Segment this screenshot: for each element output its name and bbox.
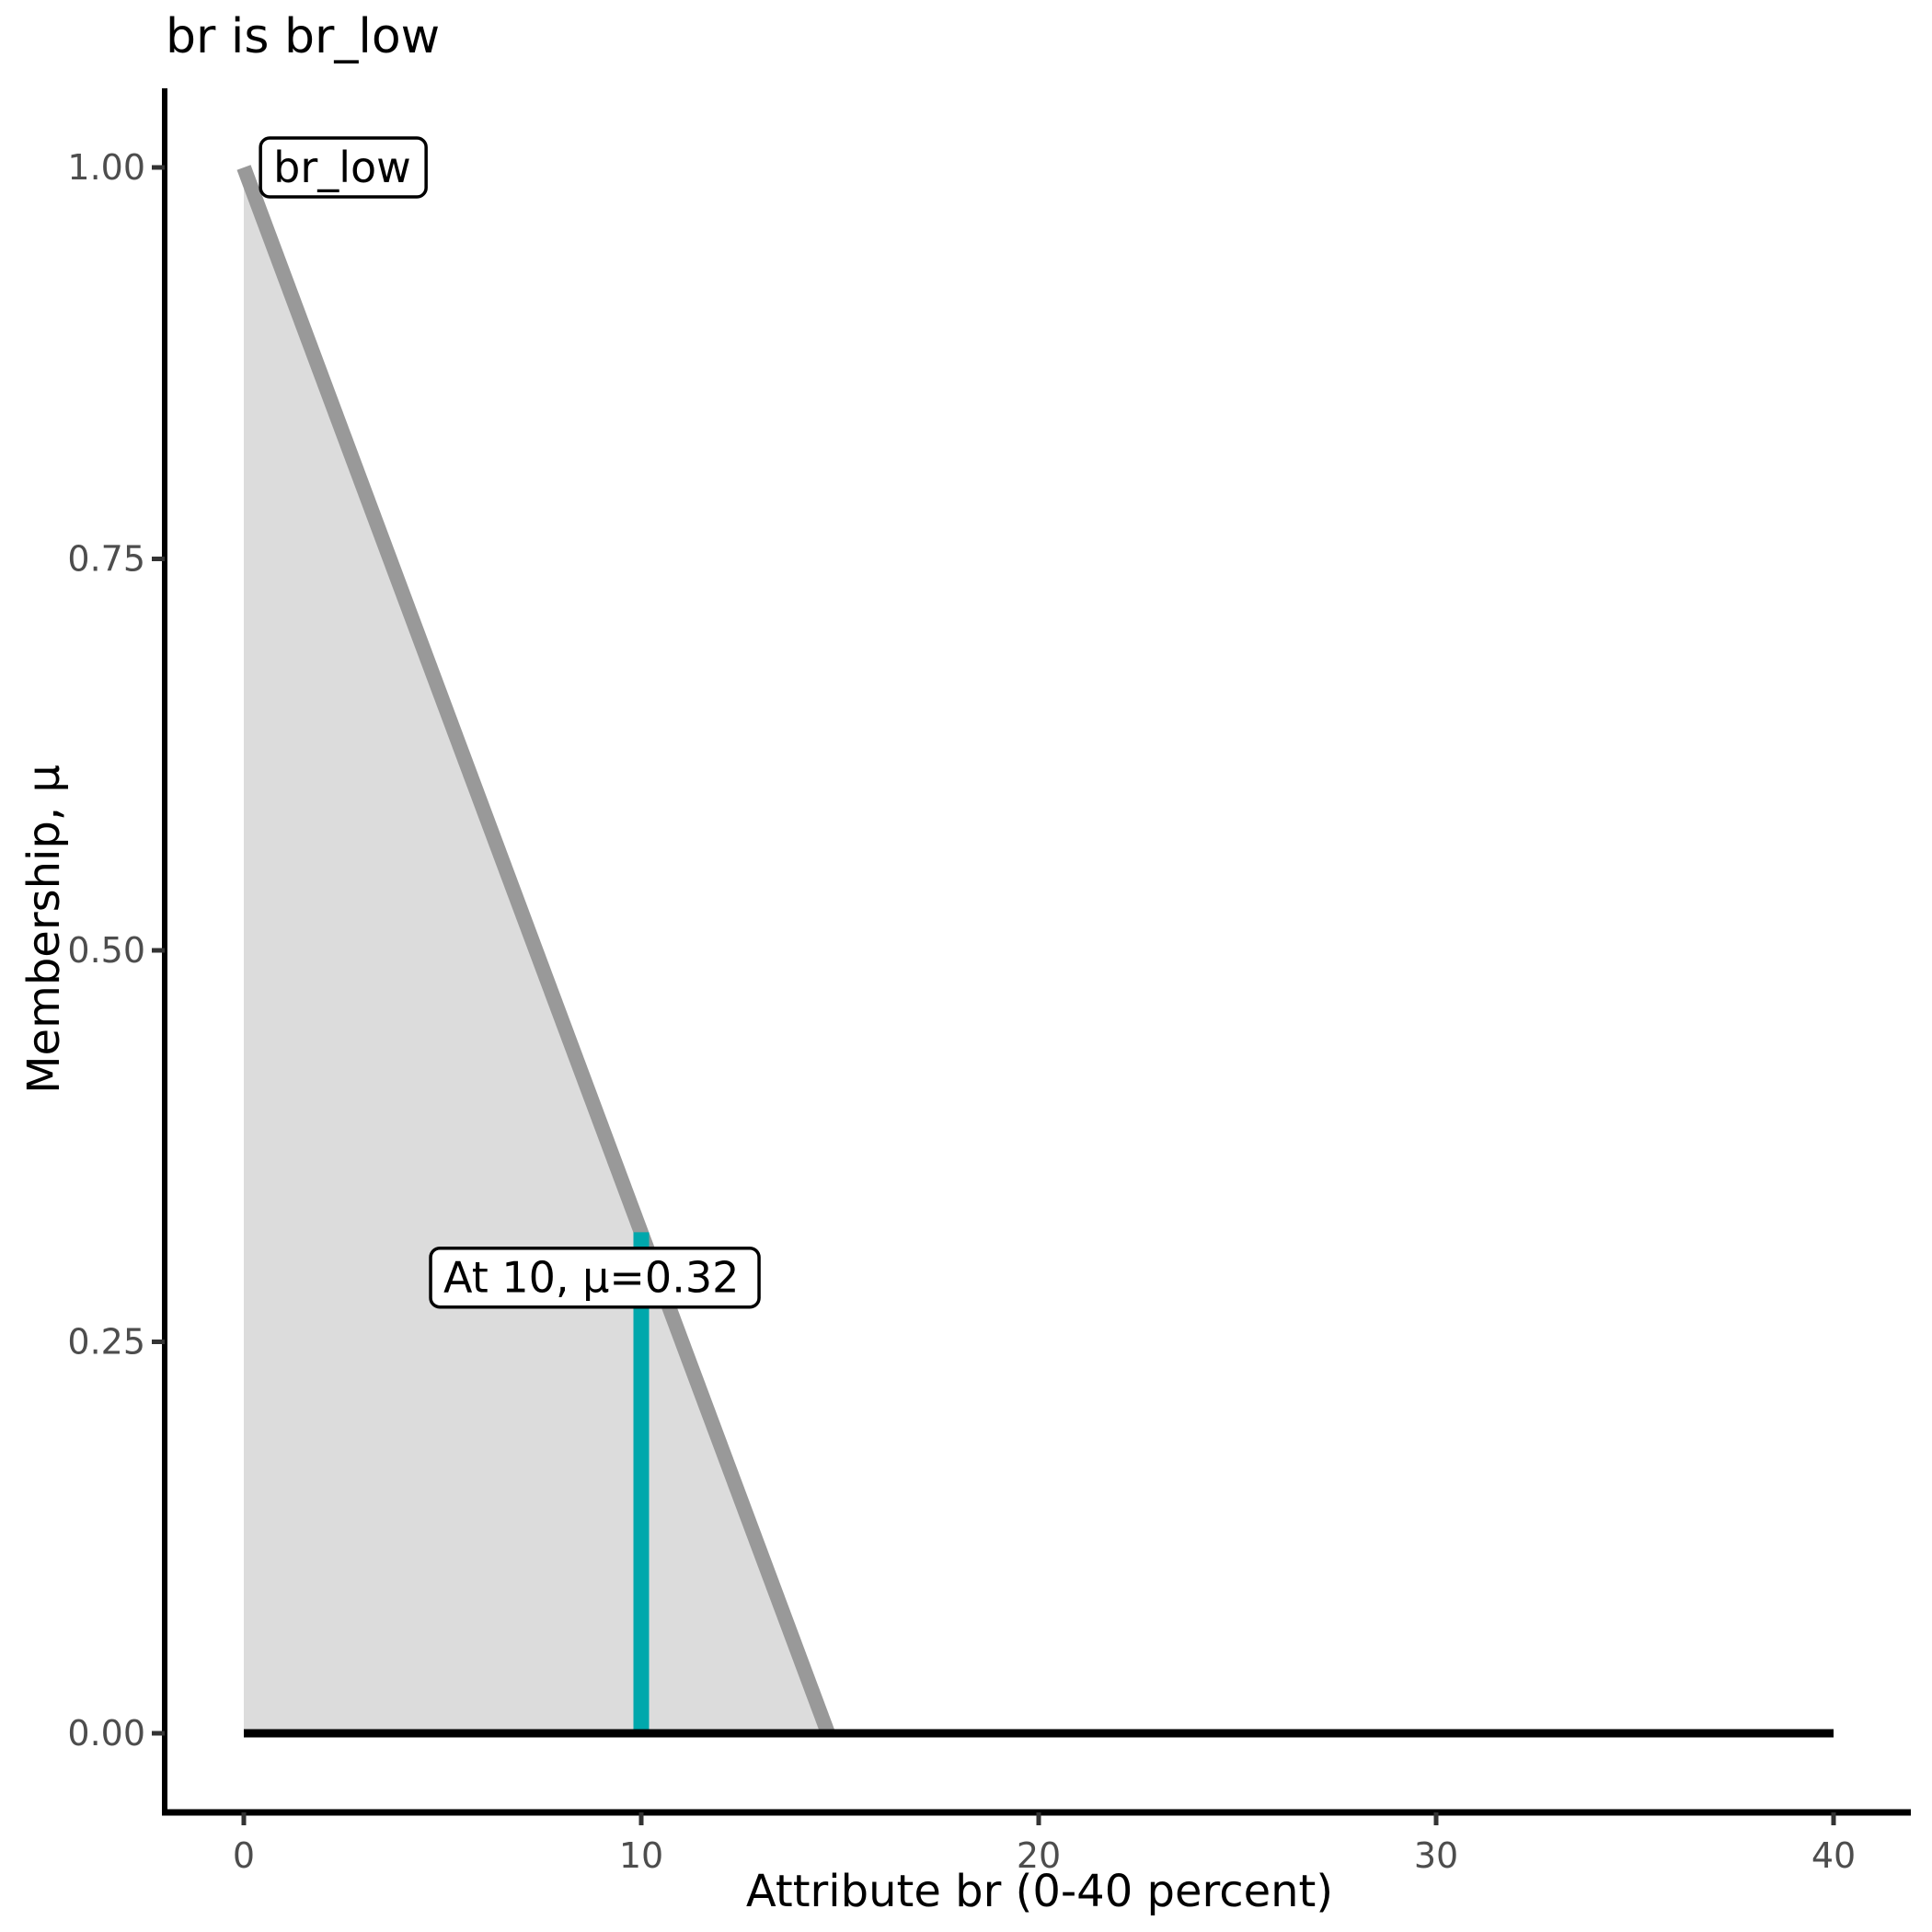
evaluation-label-box — [429, 1246, 761, 1309]
x-tick-label: 10 — [619, 1835, 663, 1876]
mf-name-label-text: br_low — [273, 143, 411, 192]
y-tick-label: 0.75 — [67, 539, 145, 580]
y-tick-label: 0.50 — [67, 930, 145, 971]
y-axis-title: Membership, μ — [18, 765, 70, 1094]
y-tick-label: 0.25 — [67, 1322, 145, 1363]
x-tick-label: 20 — [1017, 1835, 1061, 1876]
chart-title: br is br_low — [166, 9, 441, 64]
mf-name-label-box — [259, 136, 428, 199]
y-tick-label: 1.00 — [67, 147, 145, 188]
br-low-membership-line — [236, 165, 835, 1736]
x-tick-label: 0 — [233, 1835, 255, 1876]
evaluation-label-text: At 10, μ=0.32 — [443, 1253, 739, 1303]
y-tick-label: 0.00 — [67, 1713, 145, 1754]
x-tick-label: 40 — [1811, 1835, 1856, 1876]
x-tick-label: 30 — [1414, 1835, 1458, 1876]
x-axis-title: Attribute br (0-40 percent) — [745, 1866, 1334, 1917]
